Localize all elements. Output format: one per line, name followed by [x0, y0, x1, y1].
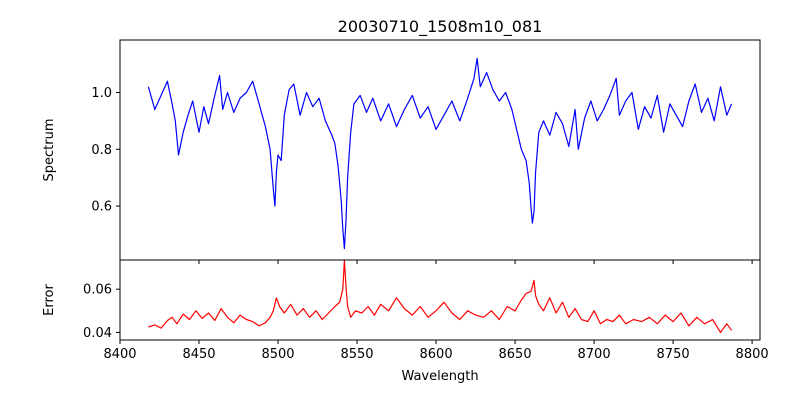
spectrum-y-tick-label: 1.0: [91, 86, 112, 101]
spectrum-y-tick-label: 0.6: [91, 200, 112, 215]
x-tick-label: 8800: [736, 347, 769, 362]
spectrum-y-axis-label: Spectrum: [42, 119, 57, 182]
spectrum-series-line-0: [147, 57, 733, 250]
x-tick-label: 8500: [261, 347, 294, 362]
x-tick-label: 8400: [103, 347, 136, 362]
error-series-line-0: [148, 259, 733, 333]
spectrum-y-tick-label: 0.8: [91, 143, 112, 158]
error-y-tick-label: 0.04: [83, 326, 112, 341]
x-tick-label: 8550: [340, 347, 373, 362]
chart-title: 20030710_1508m10_081: [338, 17, 543, 37]
x-tick-label: 8450: [182, 347, 215, 362]
x-tick-label: 8750: [657, 347, 690, 362]
error-y-tick-label: 0.06: [83, 283, 112, 298]
error-axes-frame: [119, 259, 761, 341]
x-axis-label: Wavelength: [401, 369, 478, 384]
error-y-axis-label: Error: [42, 284, 57, 316]
x-tick-label: 8700: [578, 347, 611, 362]
x-tick-label: 8650: [499, 347, 532, 362]
error-panel: 8400 8450 8500 8550 8600 8650 8700 8750 8800 0.04…: [42, 259, 769, 384]
x-tick-label: 8600: [420, 347, 453, 362]
